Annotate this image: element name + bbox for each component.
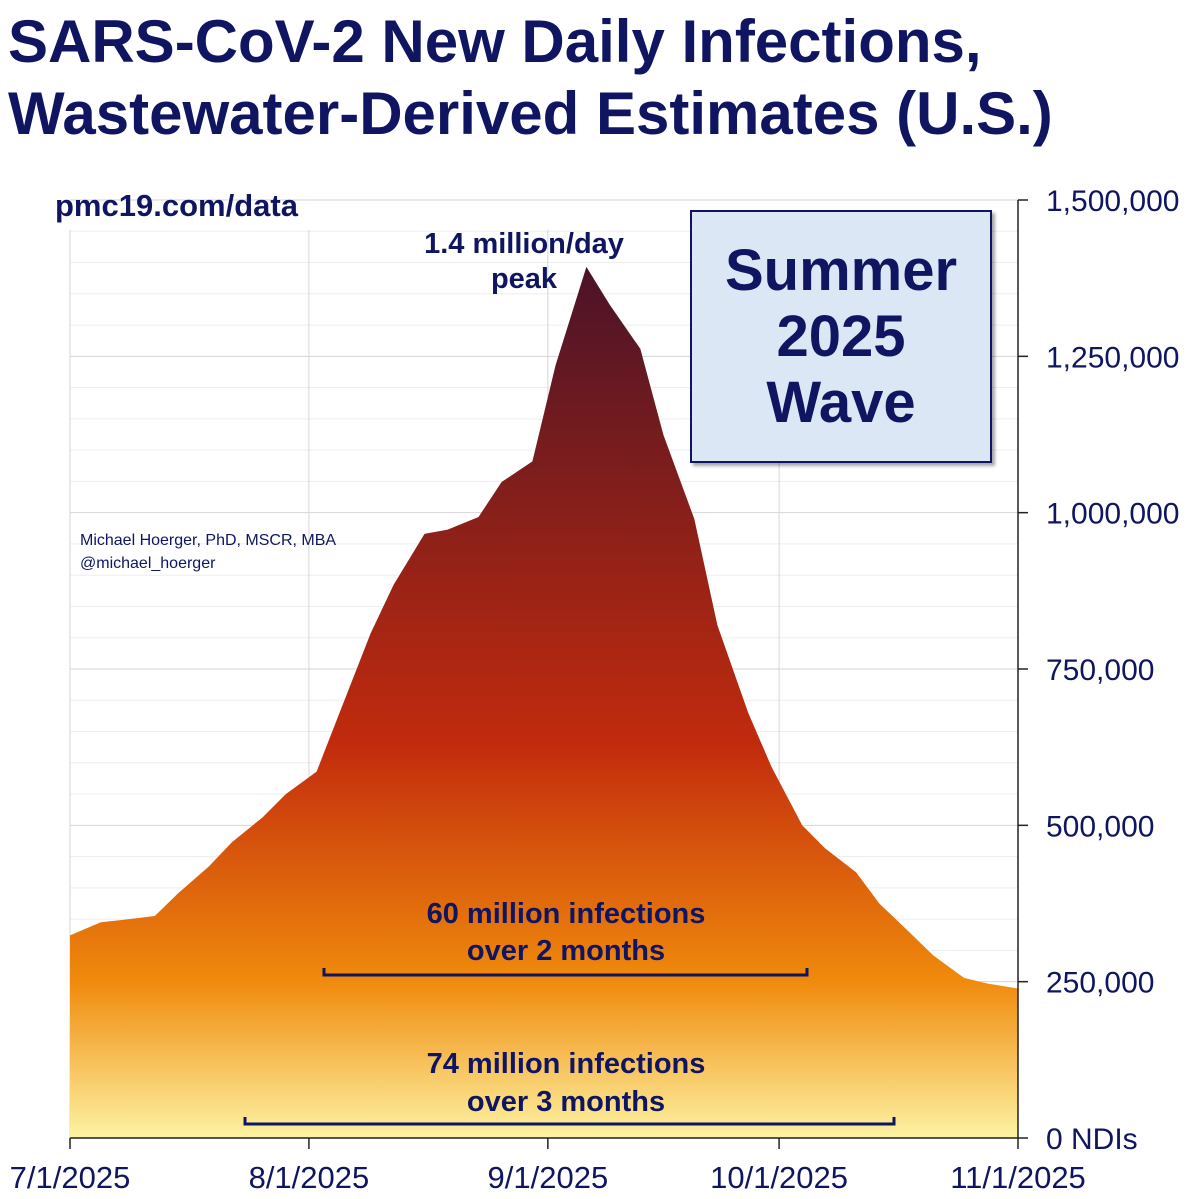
y-tick-labels: 0 NDIs 250,000 500,000 750,000 1,000,000 1,25…: [1046, 185, 1179, 1156]
two-month-annotation-line1: 60 million infections: [427, 898, 706, 930]
two-month-annotation-line2: over 2 months: [467, 935, 665, 967]
source-label: pmc19.com/data: [55, 188, 299, 223]
wave-label-line-2: 2025: [776, 303, 906, 369]
wave-label-line-3: Wave: [766, 369, 916, 435]
credit-handle: @michael_hoerger: [80, 555, 216, 572]
chart-title: SARS-CoV-2 New Daily Infections, Wastewa…: [8, 6, 1198, 150]
two-month-bracket: [322, 968, 809, 977]
title-line-2: Wastewater-Derived Estimates (U.S.): [8, 80, 1053, 147]
x-tick-label: 10/1/2025: [710, 1160, 848, 1195]
credit-name: Michael Hoerger, PhD, MSCR, MBA: [80, 532, 336, 549]
peak-annotation-line1: 1.4 million/day: [424, 228, 624, 260]
x-tick-label: 7/1/2025: [10, 1160, 131, 1195]
three-month-annotation-line2: over 3 months: [467, 1086, 665, 1118]
y-tick-label: 750,000: [1046, 654, 1154, 687]
wave-label-box: Summer 2025 Wave: [690, 210, 992, 463]
x-tick-label: 11/1/2025: [950, 1160, 1086, 1195]
y-tick-label: 250,000: [1046, 967, 1154, 1000]
peak-annotation-line2: peak: [491, 263, 558, 295]
y-tick-label: 1,000,000: [1046, 498, 1179, 531]
x-tick-label: 9/1/2025: [488, 1160, 609, 1195]
y-tick-label: 1,250,000: [1046, 341, 1179, 374]
area-series: [70, 266, 1018, 1138]
title-line-1: SARS-CoV-2 New Daily Infections,: [8, 8, 982, 75]
y-tick-label: 500,000: [1046, 810, 1154, 843]
x-tick-labels: 7/1/2025 8/1/2025 9/1/2025 10/1/2025 11/1/20…: [10, 1160, 1086, 1195]
x-tick-label: 8/1/2025: [249, 1160, 370, 1195]
three-month-bracket: [243, 1117, 896, 1126]
three-month-annotation-line1: 74 million infections: [427, 1048, 706, 1080]
axes: [69, 199, 1028, 1149]
y-tick-label: 1,500,000: [1046, 185, 1179, 218]
y-tick-label: 0 NDIs: [1046, 1123, 1138, 1156]
wave-label-line-1: Summer: [724, 237, 958, 303]
